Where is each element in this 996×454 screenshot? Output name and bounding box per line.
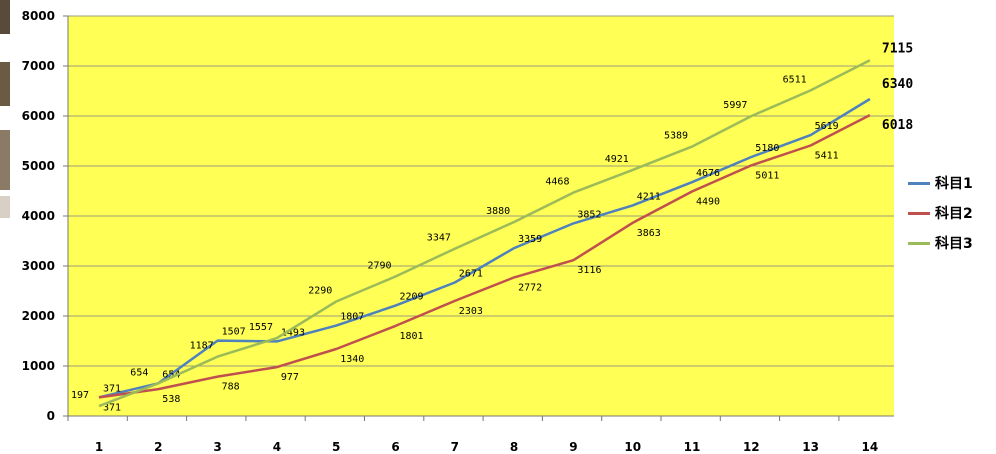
legend-label-series-3: 科目3 xyxy=(935,236,973,252)
x-tick-label-5: 6 xyxy=(391,440,399,454)
data-label-s3-12: 5997 xyxy=(723,100,747,111)
data-label-s2-5: 1340 xyxy=(340,354,364,365)
data-label-s1-11: 4676 xyxy=(696,168,720,179)
data-label-s3-13: 6511 xyxy=(783,74,807,85)
legend-item-series-2: 科目2 xyxy=(908,198,973,228)
data-label-s3-1: 197 xyxy=(71,390,89,401)
y-tick-label-0: 0 xyxy=(47,409,55,423)
data-label-s1-12: 5180 xyxy=(755,143,779,154)
data-label-s3-6: 2790 xyxy=(368,261,392,272)
x-tick-label-10: 11 xyxy=(684,440,701,454)
data-label-s3-10: 4921 xyxy=(605,154,629,165)
data-label-s3-2: 654 xyxy=(130,367,148,378)
data-label-s3-8: 3880 xyxy=(486,206,510,217)
data-label-s3-7: 3347 xyxy=(427,233,451,244)
data-label-s2-13: 5411 xyxy=(815,150,839,161)
data-label-s3-5: 2290 xyxy=(308,286,332,297)
legend-swatch-series-2 xyxy=(908,211,930,215)
x-tick-label-1: 2 xyxy=(154,440,162,454)
legend-swatch-series-1 xyxy=(908,181,930,185)
data-label-s2-3: 788 xyxy=(222,382,240,393)
legend-swatch-series-3 xyxy=(908,241,930,245)
x-tick-label-9: 10 xyxy=(624,440,641,454)
x-tick-label-0: 1 xyxy=(95,440,103,454)
data-label-s1-2: 654 xyxy=(162,369,180,380)
y-tick-label-7: 7000 xyxy=(22,59,55,73)
x-tick-label-13: 14 xyxy=(862,440,879,454)
data-label-s3-14: 7115 xyxy=(882,41,913,56)
data-label-s1-6: 2209 xyxy=(400,292,424,303)
series-line-2 xyxy=(98,113,871,399)
y-tick-label-8: 8000 xyxy=(22,9,55,23)
y-tick-label-1: 1000 xyxy=(22,359,55,373)
data-label-s1-9: 3852 xyxy=(577,209,601,220)
data-label-s1-3: 1507 xyxy=(222,327,246,338)
data-label-s2-9: 3116 xyxy=(577,265,601,276)
data-label-s2-11: 4490 xyxy=(696,197,720,208)
data-label-s2-14: 6018 xyxy=(882,118,913,133)
data-label-s1-14: 6340 xyxy=(882,77,913,92)
data-label-s3-4: 1557 xyxy=(249,322,273,333)
legend-label-series-2: 科目2 xyxy=(935,206,973,222)
x-tick-label-7: 8 xyxy=(510,440,518,454)
data-label-s1-7: 2671 xyxy=(459,268,483,279)
legend-label-series-1: 科目1 xyxy=(935,176,973,192)
legend-item-series-3: 科目3 xyxy=(908,228,973,258)
x-tick-label-12: 13 xyxy=(802,440,819,454)
series-line-1 xyxy=(98,97,871,399)
x-tick-label-8: 9 xyxy=(569,440,577,454)
y-tick-label-2: 2000 xyxy=(22,309,55,323)
data-label-s2-10: 3863 xyxy=(637,228,661,239)
y-tick-label-4: 4000 xyxy=(22,209,55,223)
x-tick-label-3: 4 xyxy=(273,440,281,454)
data-label-s2-6: 1801 xyxy=(400,331,424,342)
data-label-s3-3: 1187 xyxy=(190,341,214,352)
data-label-s2-4: 977 xyxy=(281,372,299,383)
x-tick-label-6: 7 xyxy=(451,440,459,454)
data-label-s2-7: 2303 xyxy=(459,306,483,317)
x-tick-label-2: 3 xyxy=(213,440,221,454)
y-tick-label-5: 5000 xyxy=(22,159,55,173)
data-label-s2-12: 5011 xyxy=(755,170,779,181)
data-label-s2-1: 371 xyxy=(103,402,121,413)
data-label-s1-10: 4211 xyxy=(637,191,661,202)
data-label-s1-8: 3359 xyxy=(518,234,542,245)
series-line-3 xyxy=(98,59,871,408)
y-tick-label-6: 6000 xyxy=(22,109,55,123)
data-label-s3-9: 4468 xyxy=(545,177,569,188)
data-label-s3-11: 5389 xyxy=(664,131,688,142)
data-label-s1-13: 5619 xyxy=(815,121,839,132)
y-tick-label-3: 3000 xyxy=(22,259,55,273)
data-label-s1-4: 1493 xyxy=(281,327,305,338)
left-edge-photo-strip xyxy=(0,0,12,454)
data-label-s2-2: 538 xyxy=(162,394,180,405)
chart-legend: 科目1 科目2 科目3 xyxy=(908,168,973,258)
x-tick-label-11: 12 xyxy=(743,440,760,454)
data-label-s1-5: 1807 xyxy=(340,312,364,323)
x-tick-label-4: 5 xyxy=(332,440,340,454)
data-label-s1-1: 371 xyxy=(103,383,121,394)
data-label-s2-8: 2772 xyxy=(518,282,542,293)
legend-item-series-1: 科目1 xyxy=(908,168,973,198)
